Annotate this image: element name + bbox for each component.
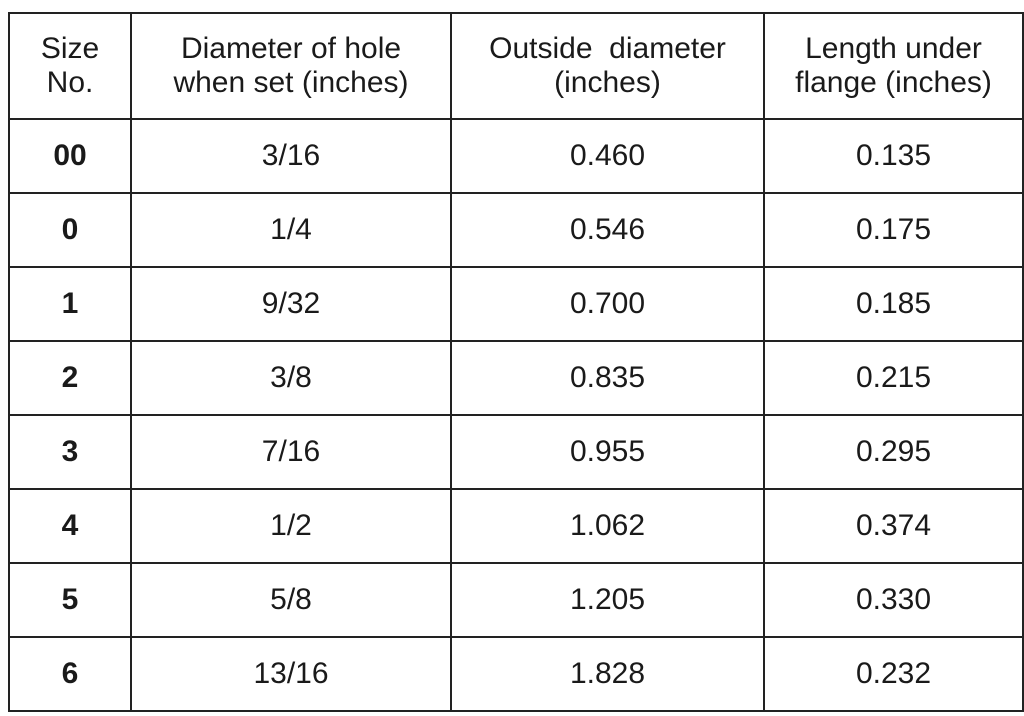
table-cell: 00 [8,118,132,194]
header-line: Outside diameter [489,32,726,65]
table-cell: 0.295 [763,414,1024,490]
header-cell: Size No. [8,12,132,120]
header-cell: Outside diameter (inches) [450,12,765,120]
table-cell: 0.546 [450,192,765,268]
table-cell: 0.374 [763,488,1024,564]
table-cell: 3 [8,414,132,490]
table-cell: 0.460 [450,118,765,194]
table-cell: 0.175 [763,192,1024,268]
table-cell: 5/8 [130,562,452,638]
table-cell: 7/16 [130,414,452,490]
table-cell: 2 [8,340,132,416]
table-cell: 0.185 [763,266,1024,342]
header-cell: Diameter of hole when set (inches) [130,12,452,120]
table-cell: 9/32 [130,266,452,342]
table-row: 5 5/8 1.205 0.330 [8,562,1024,638]
table-cell: 6 [8,636,132,712]
table-cell: 0.232 [763,636,1024,712]
table-row: 2 3/8 0.835 0.215 [8,340,1024,416]
table-cell: 0.955 [450,414,765,490]
table-cell: 1/2 [130,488,452,564]
table-body: 00 3/16 0.460 0.135 0 1/4 0.546 0.175 1 9/32 0.700… [8,118,1024,712]
table-row: 0 1/4 0.546 0.175 [8,192,1024,268]
table-cell: 1/4 [130,192,452,268]
header-cell: Length under flange (inches) [763,12,1024,120]
table-cell: 0 [8,192,132,268]
table-cell: 0.215 [763,340,1024,416]
table-row: 00 3/16 0.460 0.135 [8,118,1024,194]
table-cell: 3/16 [130,118,452,194]
table-cell: 1.205 [450,562,765,638]
header-line: Length under [805,32,982,65]
data-table: Size No. Diameter of hole when set (inches)… [8,12,1024,712]
header-line: when set (inches) [173,66,409,99]
header-line: Size [40,32,100,65]
table-cell: 1.828 [450,636,765,712]
header-line: Diameter of hole [180,32,402,65]
table-row: 1 9/32 0.700 0.185 [8,266,1024,342]
table-row: 3 7/16 0.955 0.295 [8,414,1024,490]
table-cell: 0.135 [763,118,1024,194]
table-cell: 0.700 [450,266,765,342]
header-line: (inches) [554,66,661,99]
table-cell: 0.835 [450,340,765,416]
table-cell: 13/16 [130,636,452,712]
table-cell: 3/8 [130,340,452,416]
table-cell: 1 [8,266,132,342]
table-header: Size No. Diameter of hole when set (inches)… [8,12,1024,120]
table-row: 6 13/16 1.828 0.232 [8,636,1024,712]
table-cell: 4 [8,488,132,564]
table-cell: 5 [8,562,132,638]
header-line: No. [46,66,94,99]
header-line: flange (inches) [795,66,992,99]
header-row: Size No. Diameter of hole when set (inches)… [8,12,1024,120]
table-cell: 0.330 [763,562,1024,638]
table-row: 4 1/2 1.062 0.374 [8,488,1024,564]
table-cell: 1.062 [450,488,765,564]
